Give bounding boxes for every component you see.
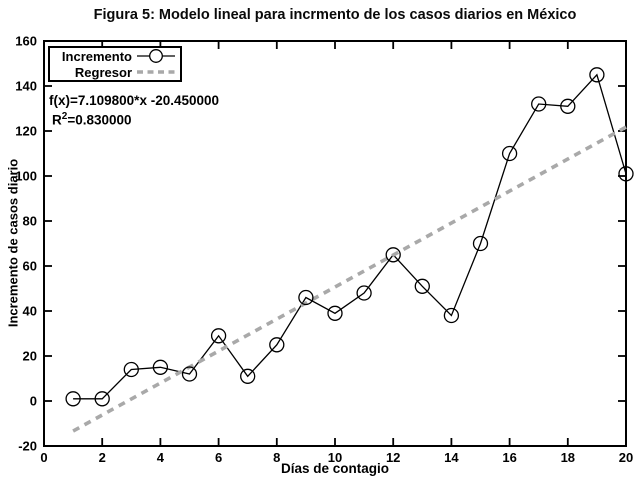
data-point-marker (269, 337, 285, 353)
x-tick-label: 8 (273, 450, 280, 465)
x-tick-label: 2 (99, 450, 106, 465)
x-tick-label: 18 (561, 450, 575, 465)
legend-circle-marker (149, 49, 163, 63)
data-point-marker (298, 289, 314, 306)
x-axis-label: Días de contagio (280, 461, 390, 476)
legend-label-incremento: Incremento (61, 48, 132, 64)
data-point-marker (356, 285, 372, 301)
plot-border (43, 40, 627, 447)
fit-r-squared: R2=0.830000 (52, 111, 132, 128)
x-tick-label: 14 (444, 450, 459, 465)
x-tick-label: 12 (386, 450, 400, 465)
regression-line (72, 125, 627, 433)
x-tick-label: 20 (619, 450, 633, 465)
y-tick-label: 160 (15, 34, 37, 49)
data-point-marker (531, 96, 547, 112)
data-point-marker (560, 98, 576, 114)
y-tick-label: 20 (23, 349, 37, 364)
y-axis-label: Incremento de casos diario (5, 158, 21, 328)
data-point-marker (240, 368, 256, 384)
legend-sample-incremento (137, 49, 175, 63)
fit-equation: f(x)=7.109800*x -20.450000 (49, 93, 220, 108)
y-tick-label: 120 (15, 124, 37, 139)
y-tick-label: 40 (23, 304, 37, 319)
data-point-marker (443, 307, 460, 324)
legend-label-regresor: Regresor (74, 64, 132, 80)
y-tick-label: 100 (15, 169, 37, 184)
y-tick-label: 0 (30, 394, 37, 409)
data-point-marker (181, 366, 198, 382)
data-point-marker (414, 278, 430, 294)
chart-title: Figura 5: Modelo lineal para incrmento d… (93, 7, 577, 23)
data-line (73, 73, 627, 400)
data-point-marker (123, 361, 139, 378)
data-point-marker (210, 328, 227, 344)
data-point-marker (327, 305, 343, 321)
data-point-marker (94, 391, 110, 407)
y-tick-label: 80 (23, 214, 37, 229)
data-point-marker (385, 247, 401, 263)
x-tick-label: 6 (215, 450, 222, 465)
y-tick-label: 140 (15, 79, 37, 94)
data-point-marker (65, 391, 81, 407)
y-tick-label: 60 (23, 259, 37, 274)
y-tick-label: -20 (18, 439, 37, 454)
legend-entry-incremento: Incremento (50, 48, 175, 64)
x-tick-label: 0 (40, 450, 47, 465)
data-point-marker (589, 67, 605, 83)
data-point-marker (501, 145, 518, 162)
data-point-marker (472, 235, 489, 252)
fit-annotation: f(x)=7.109800*x -20.450000 R2=0.830000 (49, 93, 219, 129)
legend-box: Incremento Regresor (48, 46, 182, 82)
x-tick-label: 10 (328, 450, 342, 465)
data-point-marker (152, 359, 169, 375)
x-tick-label: 4 (157, 450, 165, 465)
legend-sample-regresor (137, 70, 175, 74)
legend-entry-regresor: Regresor (50, 64, 175, 80)
data-point-marker (618, 166, 634, 182)
x-tick-label: 16 (502, 450, 516, 465)
